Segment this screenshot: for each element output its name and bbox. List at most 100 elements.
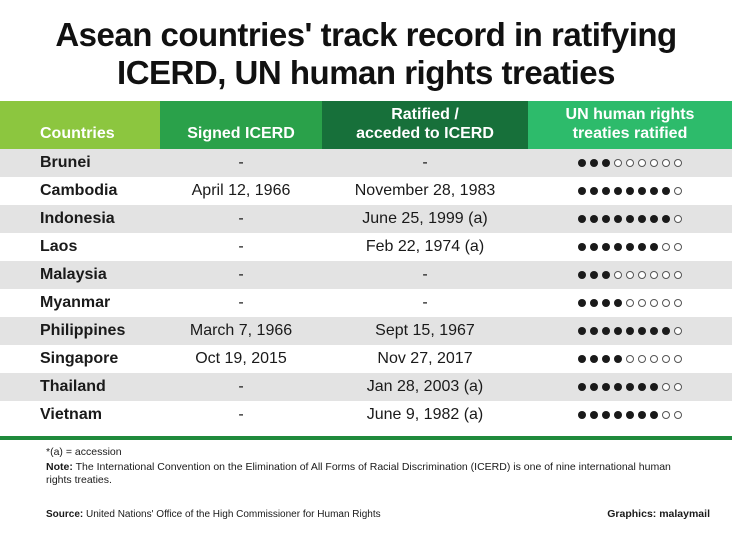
- filled-dot-icon: [590, 327, 598, 335]
- filled-dot-icon: [602, 411, 610, 419]
- empty-dot-icon: [662, 299, 670, 307]
- cell-treaties-dots: [528, 355, 732, 363]
- cell-signed: April 12, 1966: [191, 182, 291, 199]
- cell-country: Malaysia: [40, 266, 107, 283]
- graphics-credit: Graphics: malaymail: [607, 508, 710, 520]
- cell-country: Philippines: [40, 322, 126, 339]
- empty-dot-icon: [626, 299, 634, 307]
- empty-dot-icon: [650, 299, 658, 307]
- filled-dot-icon: [626, 327, 634, 335]
- empty-dot-icon: [650, 271, 658, 279]
- filled-dot-icon: [650, 215, 658, 223]
- empty-dot-icon: [638, 271, 646, 279]
- filled-dot-icon: [650, 327, 658, 335]
- cell-signed: Oct 19, 2015: [195, 350, 287, 367]
- note-text: The International Convention on the Elim…: [46, 461, 671, 486]
- header-countries: Countries: [0, 101, 160, 149]
- filled-dot-icon: [602, 243, 610, 251]
- note-label: Note:: [46, 461, 73, 473]
- page-title: Asean countries' track record in ratifyi…: [0, 16, 732, 92]
- empty-dot-icon: [674, 411, 682, 419]
- filled-dot-icon: [638, 411, 646, 419]
- filled-dot-icon: [590, 215, 598, 223]
- empty-dot-icon: [662, 411, 670, 419]
- cell-treaties-dots: [528, 159, 732, 167]
- filled-dot-icon: [602, 299, 610, 307]
- header-un-treaties: UN human rights treaties ratified: [528, 101, 732, 149]
- table-body: Brunei - - Cambodia April 12, 1966 November 2…: [0, 149, 732, 429]
- source-label: Source:: [46, 509, 84, 520]
- filled-dot-icon: [626, 187, 634, 195]
- filled-dot-icon: [626, 383, 634, 391]
- filled-dot-icon: [614, 299, 622, 307]
- empty-dot-icon: [626, 271, 634, 279]
- empty-dot-icon: [674, 299, 682, 307]
- table-row: Brunei - -: [0, 149, 732, 177]
- filled-dot-icon: [578, 299, 586, 307]
- empty-dot-icon: [674, 355, 682, 363]
- cell-signed: -: [238, 294, 244, 311]
- filled-dot-icon: [602, 383, 610, 391]
- empty-dot-icon: [674, 187, 682, 195]
- empty-dot-icon: [674, 383, 682, 391]
- table-row: Laos - Feb 22, 1974 (a): [0, 233, 732, 261]
- filled-dot-icon: [614, 243, 622, 251]
- cell-country: Myanmar: [40, 294, 111, 311]
- filled-dot-icon: [578, 159, 586, 167]
- filled-dot-icon: [590, 411, 598, 419]
- empty-dot-icon: [674, 215, 682, 223]
- table-header: Countries Signed ICERD Ratified / acceded…: [0, 101, 732, 149]
- empty-dot-icon: [650, 159, 658, 167]
- filled-dot-icon: [590, 271, 598, 279]
- empty-dot-icon: [662, 271, 670, 279]
- table-row: Myanmar - -: [0, 289, 732, 317]
- filled-dot-icon: [614, 215, 622, 223]
- filled-dot-icon: [578, 271, 586, 279]
- filled-dot-icon: [578, 215, 586, 223]
- cell-ratified: Feb 22, 1974 (a): [365, 238, 485, 255]
- filled-dot-icon: [638, 243, 646, 251]
- cell-country: Thailand: [40, 378, 106, 395]
- cell-country: Singapore: [40, 350, 119, 367]
- cell-treaties-dots: [528, 243, 732, 251]
- empty-dot-icon: [674, 327, 682, 335]
- empty-dot-icon: [638, 355, 646, 363]
- cell-ratified: June 9, 1982 (a): [366, 406, 484, 423]
- footnote-accession: *(a) = accession: [46, 446, 122, 458]
- cell-signed: -: [238, 378, 244, 395]
- filled-dot-icon: [602, 327, 610, 335]
- filled-dot-icon: [590, 383, 598, 391]
- filled-dot-icon: [638, 327, 646, 335]
- cell-signed: -: [238, 238, 244, 255]
- cell-ratified: -: [422, 294, 428, 311]
- table-row: Indonesia - June 25, 1999 (a): [0, 205, 732, 233]
- filled-dot-icon: [602, 271, 610, 279]
- filled-dot-icon: [650, 411, 658, 419]
- cell-signed: -: [238, 210, 244, 227]
- filled-dot-icon: [590, 159, 598, 167]
- credit-label: Graphics:: [607, 508, 657, 520]
- filled-dot-icon: [578, 411, 586, 419]
- empty-dot-icon: [674, 271, 682, 279]
- filled-dot-icon: [662, 327, 670, 335]
- filled-dot-icon: [626, 243, 634, 251]
- filled-dot-icon: [626, 411, 634, 419]
- filled-dot-icon: [602, 215, 610, 223]
- filled-dot-icon: [638, 215, 646, 223]
- cell-ratified: -: [422, 154, 428, 171]
- empty-dot-icon: [650, 355, 658, 363]
- filled-dot-icon: [578, 383, 586, 391]
- cell-country: Vietnam: [40, 406, 102, 423]
- brand-logo: malaymail: [659, 508, 710, 520]
- cell-signed: -: [238, 266, 244, 283]
- cell-treaties-dots: [528, 215, 732, 223]
- header-ratified-icerd: Ratified / acceded to ICERD: [322, 101, 528, 149]
- title-line-2: ICERD, UN human rights treaties: [117, 54, 615, 91]
- empty-dot-icon: [662, 243, 670, 251]
- filled-dot-icon: [578, 327, 586, 335]
- cell-ratified: -: [422, 266, 428, 283]
- filled-dot-icon: [578, 187, 586, 195]
- source-text: United Nations' Office of the High Commi…: [86, 509, 381, 520]
- title-line-1: Asean countries' track record in ratifyi…: [55, 16, 677, 53]
- filled-dot-icon: [650, 383, 658, 391]
